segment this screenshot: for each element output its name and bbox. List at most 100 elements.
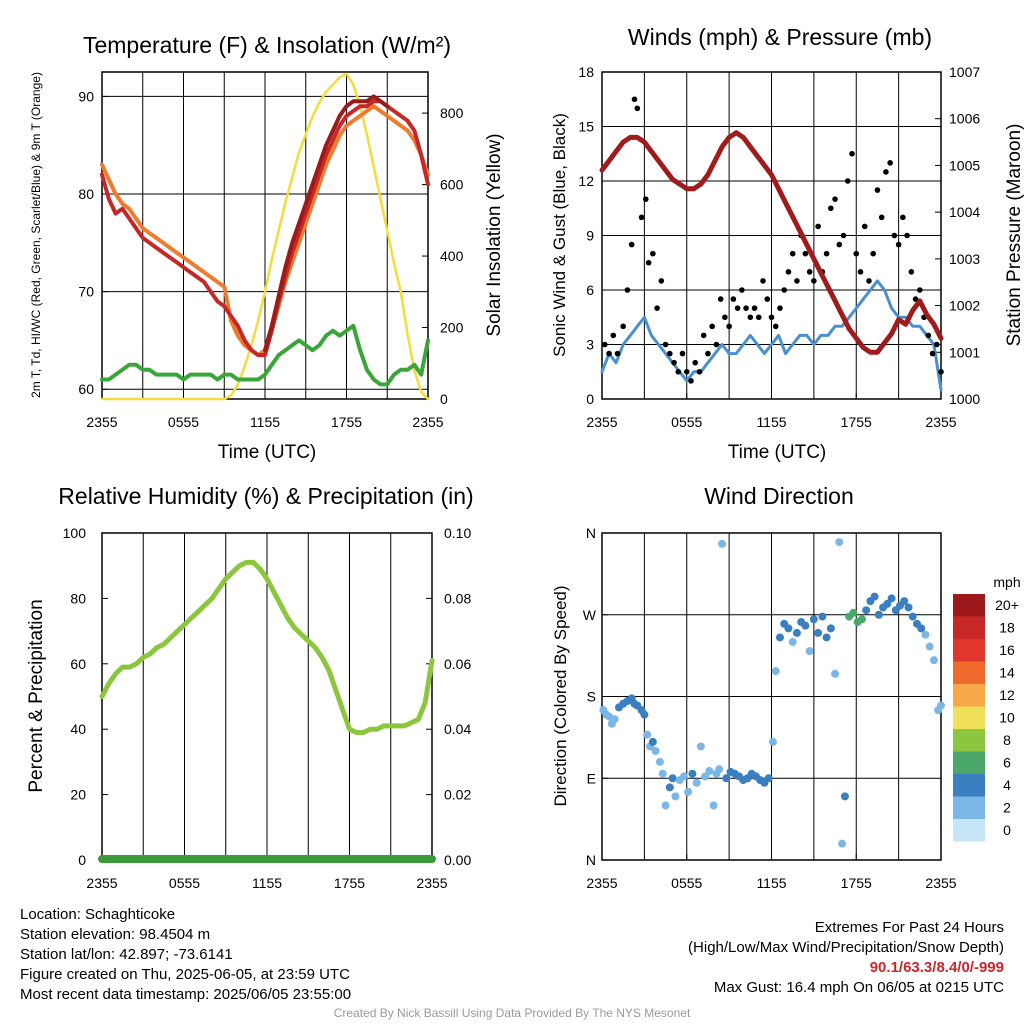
x-tick-label: 1155 — [756, 414, 786, 430]
station-location: Location: Schaghticoke — [20, 906, 176, 923]
y2-tick-label: 400 — [440, 248, 464, 264]
direction-point — [929, 656, 938, 665]
gust-point — [849, 150, 855, 157]
direction-point — [788, 638, 797, 646]
y-tick-label: 12 — [578, 173, 594, 189]
direction-point — [908, 612, 917, 621]
gust-point — [883, 169, 889, 175]
gust-point — [696, 368, 703, 375]
series-line — [100, 99, 430, 358]
x-tick-label: 1755 — [334, 875, 365, 891]
legend-label: 18 — [999, 620, 1015, 636]
gust-point — [794, 278, 800, 284]
y-tick-label: 80 — [78, 186, 94, 202]
direction-point — [775, 633, 784, 642]
y2-tick-label: 200 — [440, 320, 464, 336]
direction-point — [831, 669, 840, 678]
direction-point — [874, 610, 883, 619]
y2-tick-label: 800 — [440, 105, 464, 121]
gust-point — [929, 350, 936, 357]
direction-point — [679, 772, 688, 781]
direction-point — [857, 615, 866, 624]
gust-point — [904, 232, 910, 239]
extremes-subtitle: (High/Low/Max Wind/Precipitation/Snow De… — [688, 939, 1004, 956]
y2-tick-label: 1000 — [949, 391, 980, 407]
gust-point — [654, 305, 660, 311]
y-tick-label: 80 — [70, 590, 86, 606]
y2-tick-label: 1005 — [949, 157, 980, 173]
y-tick-label: 40 — [70, 721, 86, 737]
y-tick-label: E — [587, 770, 596, 786]
gust-point — [638, 214, 645, 221]
humidity-panel: 2355 0555 1155 1755 2355 Relative Humidity (%… — [26, 483, 474, 891]
direction-point — [610, 715, 619, 724]
x-tick-label: 1155 — [756, 875, 786, 891]
y2-tick-label: 0.08 — [444, 590, 471, 606]
gust-point — [751, 305, 758, 311]
direction-point — [671, 792, 680, 801]
legend-swatch — [953, 774, 985, 797]
gust-point — [667, 350, 673, 357]
direction-point — [715, 765, 724, 774]
direction-point — [801, 621, 810, 630]
y-tick-label: 15 — [578, 119, 594, 135]
legend-label: 8 — [1003, 732, 1011, 748]
direction-point — [937, 701, 945, 710]
direction-point — [771, 667, 780, 676]
gust-point — [908, 269, 915, 275]
gust-point — [891, 232, 898, 239]
gust-point — [709, 323, 715, 330]
y2-tick-label: 0.10 — [444, 525, 471, 541]
gust-point — [614, 350, 621, 357]
y-tick-label: 70 — [78, 284, 94, 300]
x-tick-label: 2355 — [86, 414, 117, 430]
direction-point — [658, 769, 667, 778]
x-axis-label: Time (UTC) — [728, 442, 827, 463]
legend-label: 20+ — [995, 597, 1019, 613]
gust-point — [743, 305, 749, 311]
y-tick-label: 60 — [78, 381, 94, 397]
legend-swatch — [953, 639, 985, 662]
gust-point — [815, 223, 821, 230]
y-tick-label: 90 — [78, 88, 94, 104]
gust-point — [642, 196, 649, 202]
y-tick-label: W — [583, 607, 597, 623]
legend-swatch — [953, 594, 985, 617]
gust-point — [602, 341, 608, 348]
gust-point — [722, 314, 728, 321]
chart-title: Wind Direction — [704, 483, 854, 509]
gust-point — [631, 96, 638, 103]
credit-line: Created By Nick Bassill Using Data Provi… — [333, 1006, 691, 1020]
gust-point — [878, 214, 885, 221]
x-axis-label: Time (UTC) — [218, 442, 317, 463]
temperature-panel: 2355 0555 1155 1755 2355 Temperature (F) & In… — [29, 32, 505, 463]
max-gust: Max Gust: 16.4 mph On 06/05 at 0215 UTC — [713, 979, 1004, 996]
legend-label: 10 — [999, 710, 1015, 726]
x-tick-label: 2355 — [86, 875, 117, 891]
y-tick-label: 0 — [586, 391, 594, 407]
y-tick-label: 100 — [63, 525, 87, 541]
direction-point — [764, 774, 773, 783]
direction-point — [684, 787, 693, 796]
legend-swatch — [953, 706, 985, 729]
direction-point — [925, 642, 934, 651]
direction-point — [904, 603, 913, 612]
x-tick-label: 0555 — [671, 875, 702, 891]
gust-point — [658, 278, 665, 284]
x-tick-label: 2355 — [416, 875, 447, 891]
y-tick-label: 18 — [578, 64, 594, 80]
gust-point — [912, 296, 919, 302]
direction-point — [814, 628, 823, 637]
gust-point — [739, 287, 745, 293]
y2-tick-label: 1003 — [949, 251, 980, 267]
gust-point — [760, 278, 766, 284]
x-tick-label: 2355 — [586, 875, 617, 891]
x-tick-label: 2355 — [586, 414, 617, 430]
y2-tick-label: 0.04 — [444, 721, 471, 737]
direction-point — [900, 597, 909, 606]
gust-point — [900, 214, 906, 221]
series-line — [600, 279, 943, 392]
gust-point — [734, 305, 741, 311]
gust-point — [620, 323, 626, 330]
direction-point — [826, 624, 835, 633]
